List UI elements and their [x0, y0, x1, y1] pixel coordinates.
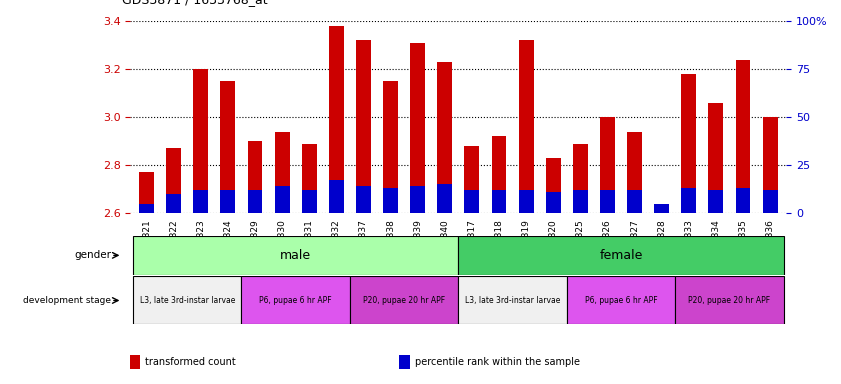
Text: P6, pupae 6 hr APF: P6, pupae 6 hr APF [584, 296, 658, 305]
Bar [654, 204, 669, 213]
Bar [167, 148, 181, 213]
Bar [681, 188, 696, 213]
Bar [383, 188, 398, 213]
Bar [763, 190, 778, 213]
Bar [491, 190, 506, 213]
Bar [573, 190, 588, 213]
Bar [681, 74, 696, 213]
Bar [437, 62, 452, 213]
Bar [302, 190, 317, 213]
Text: P20, pupae 20 hr APF: P20, pupae 20 hr APF [363, 296, 445, 305]
Bar [458, 276, 567, 324]
Text: GDS3871 / 1633768_at: GDS3871 / 1633768_at [122, 0, 267, 6]
Bar [573, 144, 588, 213]
Bar [275, 132, 289, 213]
Bar [133, 236, 458, 275]
Text: female: female [600, 249, 643, 262]
Bar [193, 190, 209, 213]
Bar [627, 132, 642, 213]
Text: L3, late 3rd-instar larvae: L3, late 3rd-instar larvae [465, 296, 560, 305]
Bar [464, 190, 479, 213]
Bar [302, 144, 317, 213]
Bar [329, 26, 344, 213]
Bar [654, 211, 669, 213]
Text: transformed count: transformed count [145, 357, 236, 367]
Bar [464, 146, 479, 213]
Bar [220, 81, 235, 213]
Bar [167, 194, 181, 213]
Bar [247, 141, 262, 213]
Bar [329, 180, 344, 213]
Bar [383, 81, 398, 213]
Bar [139, 172, 154, 213]
Bar [627, 190, 642, 213]
Bar [193, 69, 209, 213]
Bar [519, 40, 533, 213]
Bar [546, 158, 561, 213]
Bar [241, 276, 350, 324]
Bar [519, 190, 533, 213]
Bar [736, 60, 750, 213]
Bar [763, 117, 778, 213]
Text: P20, pupae 20 hr APF: P20, pupae 20 hr APF [688, 296, 770, 305]
Bar [437, 184, 452, 213]
Text: gender: gender [74, 250, 111, 260]
Text: development stage: development stage [23, 296, 111, 305]
Bar [410, 186, 426, 213]
Text: percentile rank within the sample: percentile rank within the sample [415, 357, 579, 367]
Bar [356, 40, 371, 213]
Bar [350, 276, 458, 324]
Bar [600, 117, 615, 213]
Bar [220, 190, 235, 213]
Text: L3, late 3rd-instar larvae: L3, late 3rd-instar larvae [140, 296, 235, 305]
Bar [139, 204, 154, 213]
Text: male: male [280, 249, 311, 262]
Bar [247, 190, 262, 213]
Bar [410, 43, 426, 213]
Bar [600, 190, 615, 213]
Bar [736, 188, 750, 213]
Bar [708, 190, 723, 213]
Bar [458, 236, 784, 275]
Bar [491, 136, 506, 213]
Bar [546, 192, 561, 213]
Bar [567, 276, 675, 324]
Text: P6, pupae 6 hr APF: P6, pupae 6 hr APF [259, 296, 332, 305]
Bar [275, 186, 289, 213]
Bar [356, 186, 371, 213]
Bar [708, 103, 723, 213]
Bar [675, 276, 784, 324]
Bar [133, 276, 241, 324]
